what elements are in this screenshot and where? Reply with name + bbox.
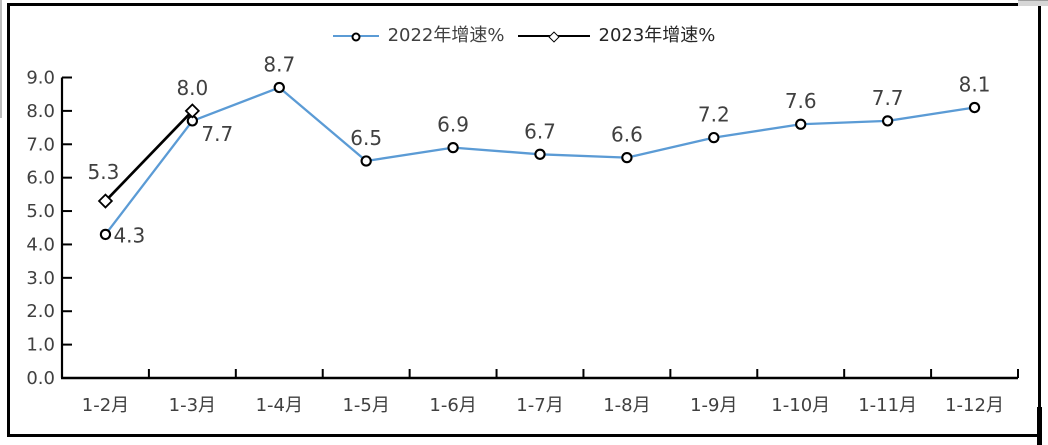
data-point-circle-marker xyxy=(447,141,459,154)
data-label: 6.5 xyxy=(350,126,382,150)
data-label: 7.7 xyxy=(201,122,233,146)
legend-circle-marker-icon xyxy=(351,32,361,42)
y-axis-tick-label: 1.0 xyxy=(26,335,55,356)
x-axis-tick-label: 1-6月 xyxy=(429,395,476,416)
y-axis-tick-label: 6.0 xyxy=(26,168,55,189)
x-axis-tick-label: 1-12月 xyxy=(945,395,1004,416)
legend-line-sample xyxy=(517,31,590,43)
data-point-circle-marker xyxy=(881,115,894,127)
chart-legend: 2022年增速% 2023年增速% xyxy=(0,22,1048,50)
series-line-2022 xyxy=(104,86,975,236)
data-label: 7.6 xyxy=(785,89,817,113)
x-axis-tick-label: 1-4月 xyxy=(256,395,303,416)
y-axis-tick-label: 0.0 xyxy=(26,368,55,389)
data-label: 6.7 xyxy=(524,119,556,143)
y-axis-tick-label: 7.0 xyxy=(26,134,55,155)
x-axis-tick-label: 1-11月 xyxy=(858,395,917,416)
legend-item-2023: 2023年增速% xyxy=(517,25,716,46)
data-label: 7.2 xyxy=(698,103,730,127)
data-label: 4.3 xyxy=(113,223,145,247)
x-axis-tick-label: 1-5月 xyxy=(342,395,389,416)
y-axis-tick-label: 2.0 xyxy=(26,301,55,322)
y-axis-tick-label: 5.0 xyxy=(26,201,55,222)
data-label: 8.1 xyxy=(959,73,991,97)
x-axis-tick-label: 1-9月 xyxy=(690,395,737,416)
legend-line-sample xyxy=(332,32,379,42)
legend-item-2022: 2022年增速% xyxy=(332,25,505,46)
x-axis-tick-label: 1-7月 xyxy=(516,395,563,416)
data-label: 7.7 xyxy=(872,86,904,110)
y-axis-tick-label: 8.0 xyxy=(26,101,55,122)
data-label: 6.6 xyxy=(611,123,643,147)
data-point-circle-marker xyxy=(795,118,807,130)
data-point-circle-marker xyxy=(621,151,633,164)
data-label: 8.0 xyxy=(176,76,208,100)
right-edge-bar xyxy=(1037,407,1042,445)
data-point-diamond-marker xyxy=(184,103,201,119)
data-point-circle-marker xyxy=(708,131,720,144)
y-axis-tick-label: 9.0 xyxy=(26,68,55,89)
top-right-fragment xyxy=(1018,0,1048,6)
data-point-diamond-marker xyxy=(97,193,114,209)
data-point-circle-marker xyxy=(360,155,372,167)
data-label: 6.9 xyxy=(437,113,469,137)
series-line-2023 xyxy=(104,109,194,202)
x-axis-tick-label: 1-3月 xyxy=(169,395,216,416)
x-axis-tick-label: 1-2月 xyxy=(82,395,129,416)
legend-label: 2023年增速% xyxy=(598,25,716,46)
data-label: 5.3 xyxy=(88,160,120,184)
data-label: 8.7 xyxy=(263,53,295,77)
data-point-circle-marker xyxy=(534,148,546,160)
x-axis-tick-label: 1-8月 xyxy=(603,395,650,416)
y-axis-tick-label: 4.0 xyxy=(26,234,55,255)
data-point-circle-marker xyxy=(273,81,285,94)
y-axis-tick-label: 3.0 xyxy=(26,268,55,289)
data-point-circle-marker xyxy=(968,101,981,114)
window-edge-line xyxy=(0,0,2,118)
x-axis-tick-label: 1-10月 xyxy=(771,395,830,416)
data-point-circle-marker xyxy=(99,228,112,241)
legend-label: 2022年增速% xyxy=(387,25,505,46)
